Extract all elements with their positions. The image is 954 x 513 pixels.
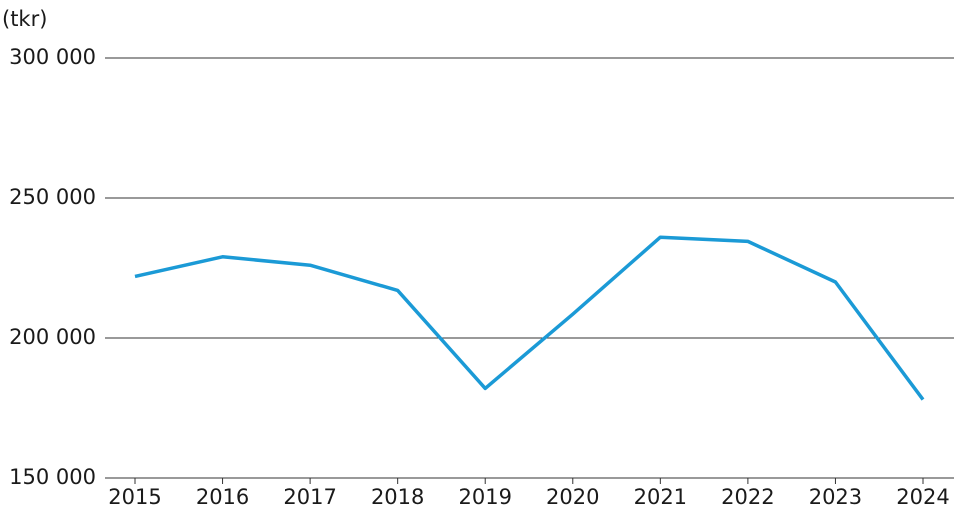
x-tick-label: 2016 [196, 485, 249, 509]
y-tick-label: 300 000 [9, 45, 96, 69]
y-axis-label: (tkr) [2, 7, 47, 31]
x-tick-label: 2019 [458, 485, 511, 509]
x-tick-label: 2015 [108, 485, 161, 509]
x-tick-label: 2023 [809, 485, 862, 509]
x-tick-label: 2022 [721, 485, 774, 509]
x-tick-label: 2024 [896, 485, 949, 509]
data-line [134, 235, 925, 401]
y-tick-label: 250 000 [9, 185, 96, 209]
x-tick-label: 2021 [634, 485, 687, 509]
x-tick-label: 2017 [283, 485, 336, 509]
x-tick-label: 2018 [371, 485, 424, 509]
x-tick-label: 2020 [546, 485, 599, 509]
y-tick-label: 150 000 [9, 465, 96, 489]
y-tick-label: 200 000 [9, 325, 96, 349]
